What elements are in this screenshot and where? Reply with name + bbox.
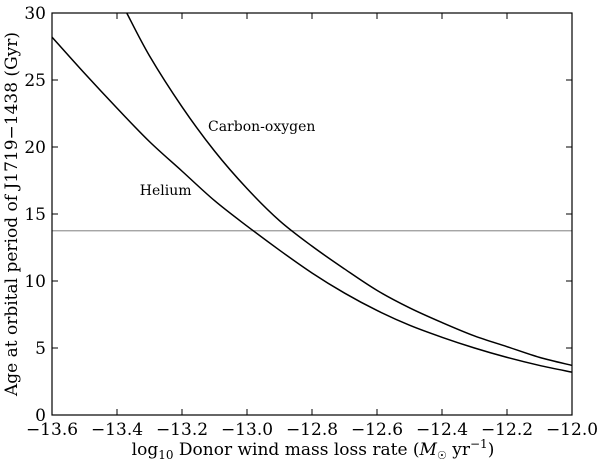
annotation-helium: Helium	[140, 183, 192, 199]
x-axis-label-yr: yr	[447, 440, 471, 460]
series-group	[51, 12, 573, 373]
x-tick-label: −12.8	[286, 420, 338, 440]
x-axis-label-sun: ☉	[437, 449, 447, 462]
x-axis-label-close: )	[488, 440, 495, 460]
x-tick-label: −13.2	[156, 420, 208, 440]
y-tick-label: 25	[24, 71, 46, 91]
annotation-carbon-oxygen: Carbon-oxygen	[208, 119, 315, 135]
y-tick-label: 15	[24, 205, 46, 225]
x-axis-label-log: log	[132, 440, 159, 460]
series-line-carbon-oxygen	[126, 12, 573, 367]
annotations: Carbon-oxygen Helium	[140, 119, 316, 199]
y-tick-label: 20	[24, 138, 46, 158]
y-tick-label: 10	[24, 272, 46, 292]
x-tick-label: −12.2	[481, 420, 533, 440]
x-axis-label-exp: −1	[470, 437, 488, 451]
plot-area: −13.6 −13.4 −13.2 −13.0 −12.8 −12.6 −12.4 −12.2…	[24, 4, 598, 440]
y-axis-label: Age at orbital period of J1719−1438 (Gyr…	[2, 32, 22, 397]
plot-frame	[51, 12, 573, 416]
x-tick-label: −13.6	[26, 420, 78, 440]
x-axis-label-msun: M	[419, 440, 438, 460]
y-tick-label: 0	[35, 406, 46, 426]
x-tick-label: −13.4	[91, 420, 143, 440]
x-axis-label-sub: 10	[158, 448, 173, 462]
x-axis-label-text: Donor wind mass loss rate (	[174, 440, 420, 460]
x-tick-label: −12.0	[546, 420, 598, 440]
y-tick-label: 5	[35, 339, 46, 359]
x-axis-label: log10 Donor wind mass loss rate (M☉ yr−1…	[132, 437, 495, 462]
x-tick-label: −12.6	[351, 420, 403, 440]
series-line-helium	[51, 36, 573, 373]
x-tick-label: −13.0	[221, 420, 273, 440]
y-tick-label: 30	[24, 4, 46, 24]
ticks: −13.6 −13.4 −13.2 −13.0 −12.8 −12.6 −12.4 −12.2…	[24, 4, 598, 440]
x-tick-label: −12.4	[416, 420, 468, 440]
